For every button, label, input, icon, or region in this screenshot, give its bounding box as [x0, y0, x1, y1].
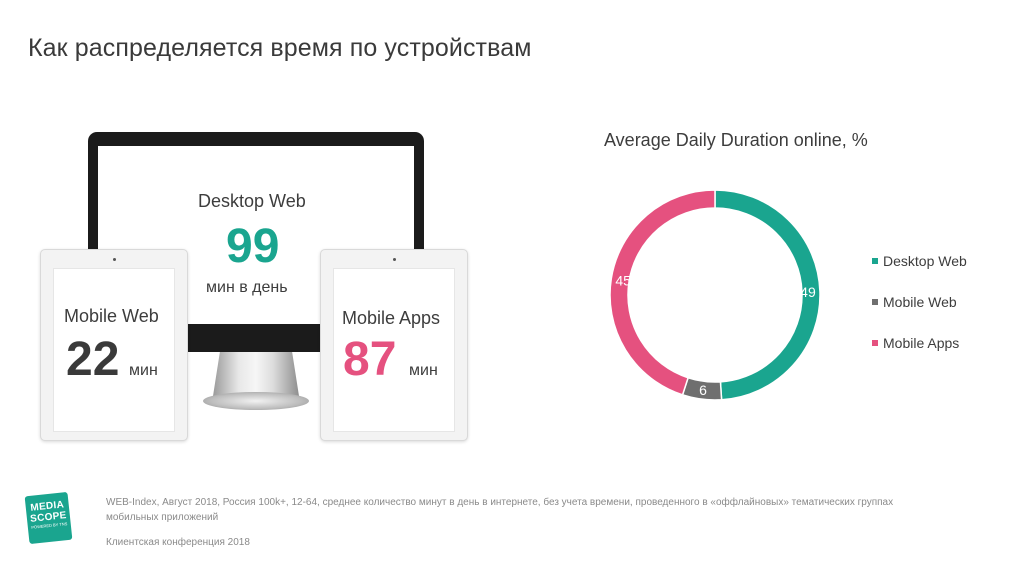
tablet-screen — [53, 268, 175, 432]
monitor-stand-foot — [203, 392, 309, 410]
donut-chart: 49 6 45 — [609, 189, 821, 401]
mobile-apps-tablet — [320, 249, 468, 441]
legend-swatch — [872, 298, 878, 305]
legend-label: Mobile Apps — [883, 334, 960, 351]
chart-legend: Desktop Web Mobile Web Mobile Apps — [872, 240, 967, 363]
desktop-web-unit: мин в день — [206, 279, 288, 296]
legend-label: Desktop Web — [883, 252, 967, 269]
donut-label-desktop-web: 49 — [800, 284, 816, 300]
mobile-apps-value: 87 — [343, 333, 397, 386]
tablet-camera — [113, 258, 116, 261]
mediascope-logo: MEDIA SCOPE POWERED BY TNS — [24, 491, 73, 545]
mobile-apps-label: Mobile Apps — [342, 308, 441, 328]
tablet-screen — [333, 268, 455, 432]
legend-label: Mobile Web — [883, 293, 957, 310]
donut-slice-mobile-apps — [609, 189, 716, 396]
desktop-web-value: 99 — [226, 220, 280, 273]
page-title: Как распределяется время по устройствам — [28, 34, 532, 62]
legend-item-mobile-web: Mobile Web — [872, 281, 967, 322]
donut-label-mobile-web: 6 — [699, 382, 707, 398]
tablet-camera — [393, 258, 396, 261]
event-footnote: Клиентская конференция 2018 — [106, 537, 250, 548]
chart-title: Average Daily Duration online, % — [604, 130, 868, 150]
monitor-stand-neck — [213, 352, 299, 396]
mobile-web-value: 22 — [66, 333, 120, 386]
mobile-web-unit: мин — [129, 362, 158, 379]
legend-item-desktop-web: Desktop Web — [872, 240, 967, 281]
desktop-web-label: Desktop Web — [198, 191, 306, 211]
donut-label-mobile-apps: 45 — [615, 272, 631, 288]
legend-item-mobile-apps: Mobile Apps — [872, 322, 967, 363]
legend-swatch — [872, 339, 878, 346]
legend-swatch — [872, 257, 878, 264]
mobile-web-tablet — [40, 249, 188, 441]
mobile-web-label: Mobile Web — [64, 306, 159, 326]
source-footnote: WEB-Index, Август 2018, Россия 100k+, 12… — [106, 497, 894, 523]
mobile-apps-unit: мин — [409, 362, 438, 379]
